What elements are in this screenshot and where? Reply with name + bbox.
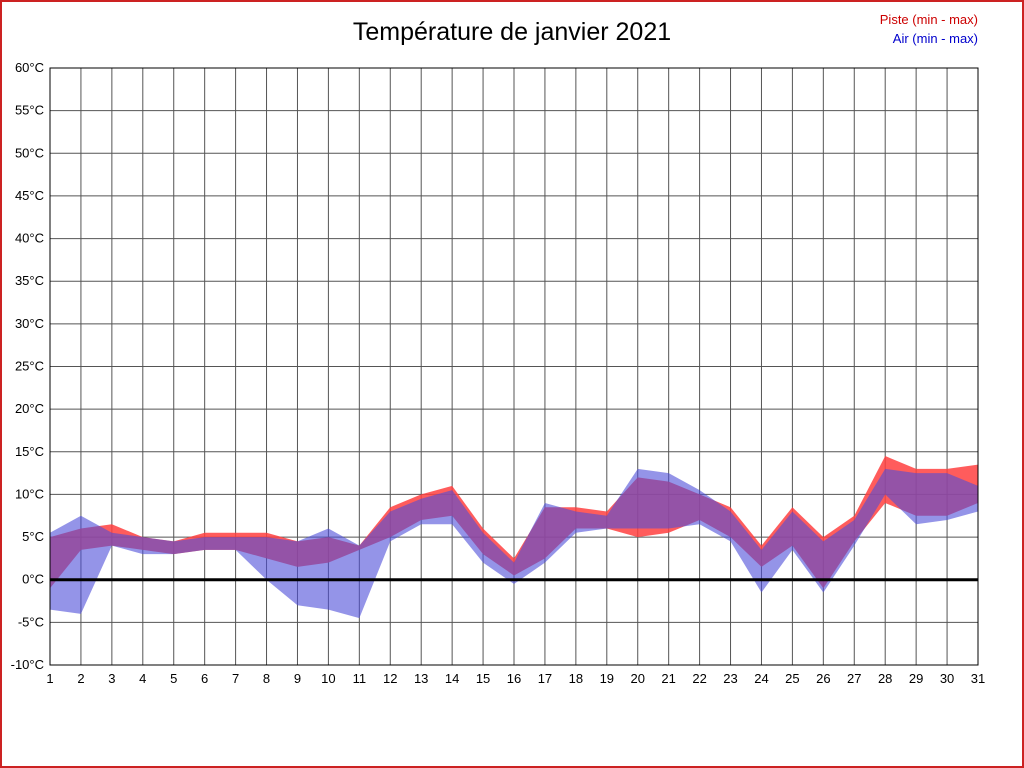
y-tick-label: 55°C	[15, 103, 44, 118]
x-tick-label: 28	[878, 671, 892, 686]
y-tick-label: 60°C	[15, 60, 44, 75]
x-tick-label: 4	[139, 671, 146, 686]
x-tick-label: 29	[909, 671, 923, 686]
y-tick-label: 35°C	[15, 273, 44, 288]
y-tick-label: 25°C	[15, 359, 44, 374]
y-tick-label: 40°C	[15, 231, 44, 246]
y-tick-label: 20°C	[15, 401, 44, 416]
y-tick-label: -5°C	[18, 614, 44, 629]
y-tick-label: 5°C	[22, 529, 44, 544]
x-tick-label: 30	[940, 671, 954, 686]
y-tick-label: 10°C	[15, 486, 44, 501]
chart-title: Température de janvier 2021	[352, 18, 672, 46]
x-tick-label: 13	[414, 671, 428, 686]
x-tick-label: 5	[170, 671, 177, 686]
x-tick-label: 3	[108, 671, 115, 686]
y-tick-label: 30°C	[15, 316, 44, 331]
x-tick-label: 27	[847, 671, 861, 686]
x-tick-label: 31	[971, 671, 985, 686]
x-tick-label: 20	[630, 671, 644, 686]
x-tick-label: 15	[476, 671, 490, 686]
x-tick-label: 22	[692, 671, 706, 686]
x-tick-label: 19	[600, 671, 614, 686]
legend-air-label: Air (min - max)	[892, 31, 978, 46]
x-tick-label: 16	[507, 671, 521, 686]
x-tick-label: 12	[383, 671, 397, 686]
x-tick-label: 11	[353, 671, 367, 686]
y-tick-label: 45°C	[15, 188, 44, 203]
x-tick-label: 10	[321, 671, 335, 686]
x-tick-label: 14	[445, 671, 459, 686]
x-tick-label: 9	[294, 671, 301, 686]
plot-border	[49, 67, 979, 666]
x-tick-label: 26	[816, 671, 830, 686]
x-tick-label: 7	[232, 671, 239, 686]
chart-legend: Piste (min - max) Air (min - max)	[880, 10, 978, 48]
x-tick-label: 25	[785, 671, 799, 686]
x-tick-label: 21	[661, 671, 675, 686]
x-tick-label: 6	[201, 671, 208, 686]
x-tick-label: 18	[569, 671, 583, 686]
y-tick-label: -10°C	[11, 657, 44, 672]
y-tick-label: 15°C	[15, 444, 44, 459]
x-tick-label: 1	[46, 671, 53, 686]
x-tick-label: 17	[538, 671, 552, 686]
y-tick-label: 50°C	[15, 145, 44, 160]
x-tick-label: 23	[723, 671, 737, 686]
x-tick-label: 8	[263, 671, 270, 686]
x-tick-label: 2	[77, 671, 84, 686]
x-tick-label: 24	[754, 671, 768, 686]
y-tick-label: 0°C	[22, 572, 44, 587]
legend-piste-label: Piste (min - max)	[879, 12, 978, 27]
